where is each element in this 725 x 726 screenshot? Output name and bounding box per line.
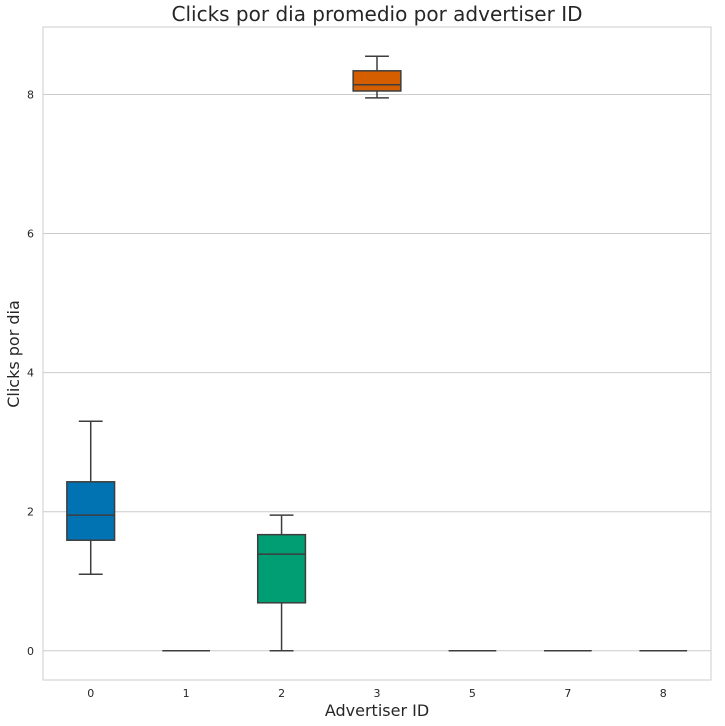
box-body	[66, 481, 116, 541]
y-tick-label: 4	[27, 367, 34, 380]
x-tick-label: 5	[469, 687, 476, 700]
x-tick-label: 0	[87, 687, 94, 700]
y-tick-label: 6	[27, 228, 34, 241]
y-tick-label: 0	[27, 645, 34, 658]
x-tick-labels: 0 1 2 3 5 7 8	[87, 687, 667, 700]
y-tick-labels: 0 2 4 6 8	[27, 88, 34, 657]
x-tick-label: 2	[278, 687, 285, 700]
y-axis-label: Clicks por dia	[4, 300, 23, 408]
x-tick-label: 8	[660, 687, 667, 700]
x-tick-label: 1	[183, 687, 190, 700]
box-0	[66, 420, 116, 576]
y-tick-label: 2	[27, 506, 34, 519]
boxes	[66, 55, 688, 652]
plot-area	[42, 26, 712, 681]
box-3	[352, 55, 402, 99]
y-tick-label: 8	[27, 88, 34, 101]
box-body	[352, 70, 402, 92]
box-body	[256, 533, 307, 604]
x-tick-label: 7	[564, 687, 571, 700]
x-tick-label: 3	[374, 687, 381, 700]
chart-title: Clicks por dia promedio por advertiser I…	[172, 2, 583, 26]
box-2	[256, 514, 307, 652]
x-axis-label: Advertiser ID	[325, 701, 429, 720]
